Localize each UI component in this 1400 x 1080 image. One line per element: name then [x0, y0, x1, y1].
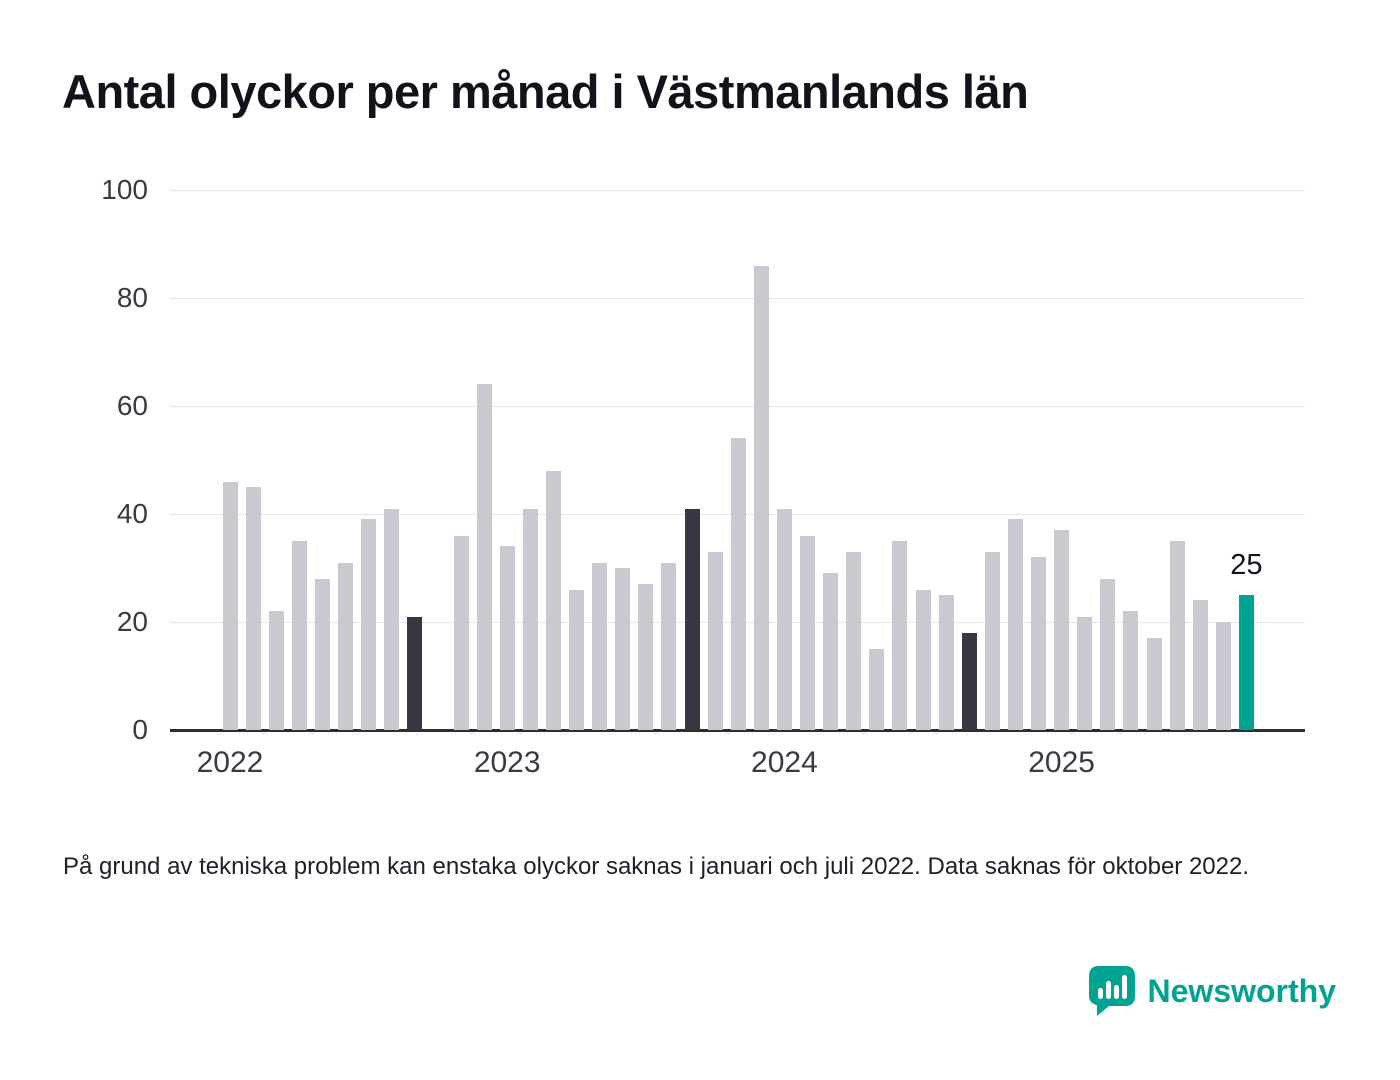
bar-2023-07 [638, 584, 654, 730]
bar-2022-09 [407, 616, 423, 730]
x-axis-tick-label: 2022 [196, 746, 264, 779]
bar-2025-08 [1215, 622, 1231, 730]
bar-2025-02 [1077, 616, 1093, 730]
bar-2024-02 [800, 535, 815, 730]
bar-2024-09 [961, 632, 977, 730]
bar-2022-07 [361, 519, 377, 730]
y-axis-tick-label: 40 [116, 498, 148, 529]
bar-2025-07 [1192, 600, 1208, 730]
y-axis-tick-label: 60 [116, 390, 148, 421]
x-axis-tick-label: 2024 [751, 746, 818, 779]
bar-2023-04 [569, 589, 584, 730]
bar-2023-12 [753, 265, 769, 730]
bar-2023-03 [545, 470, 561, 730]
newsworthy-logo: Newsworthy [1088, 966, 1336, 1016]
bar-2022-06 [338, 562, 353, 730]
bar-2025-01 [1054, 530, 1070, 730]
bar-2022-01 [222, 481, 238, 730]
bar-2023-11 [730, 438, 746, 730]
bar-2024-05 [869, 649, 885, 730]
bar-2022-03 [268, 611, 284, 730]
bar-2024-10 [984, 551, 1000, 730]
newsworthy-logo-text: Newsworthy [1147, 972, 1336, 1009]
bar-2022-12 [476, 384, 492, 730]
y-axis-tick-label: 0 [132, 714, 148, 745]
bar-2024-11 [1007, 519, 1023, 730]
x-axis-line [170, 729, 1305, 732]
current-value-annotation: 25 [1230, 549, 1263, 581]
bar-2023-05 [592, 562, 608, 730]
bar-2024-07 [915, 589, 931, 730]
x-axis-tick-label: 2023 [473, 746, 541, 779]
y-axis-tick-label: 100 [101, 174, 148, 205]
bar-2024-08 [938, 595, 954, 730]
y-axis-tick-label: 80 [116, 282, 148, 313]
bar-2025-03 [1100, 578, 1116, 730]
bar-2024-12 [1031, 557, 1046, 730]
bar-2022-05 [314, 578, 330, 730]
bar-2023-10 [707, 551, 723, 730]
y-axis-tick-label: 20 [116, 606, 148, 637]
x-axis-tick-label: 2025 [1028, 746, 1095, 779]
bar-2022-02 [245, 487, 261, 730]
gridline [170, 190, 1305, 191]
bar-2025-09 [1238, 595, 1254, 730]
bar-2022-11 [453, 535, 469, 730]
newsworthy-logo-icon [1088, 966, 1135, 1016]
bar-2022-08 [384, 508, 400, 730]
footnote-text: På grund av tekniska problem kan enstaka… [63, 853, 1250, 880]
bar-2024-01 [776, 508, 792, 730]
bar-2023-01 [499, 546, 515, 730]
gridline [170, 298, 1305, 299]
bar-2025-04 [1123, 611, 1139, 730]
page-title: Antal olyckor per månad i Västmanlands l… [62, 65, 1029, 118]
bar-2024-04 [846, 551, 862, 730]
bar-2023-08 [661, 562, 677, 730]
bar-2023-02 [522, 508, 538, 730]
bar-2024-06 [892, 541, 908, 730]
bar-2023-06 [615, 568, 631, 730]
bar-2023-09 [684, 508, 700, 730]
bar-2024-03 [823, 573, 839, 730]
bar-2022-04 [291, 541, 307, 730]
gridline [170, 406, 1305, 407]
bar-2025-06 [1169, 541, 1185, 730]
bar-2025-05 [1146, 638, 1162, 730]
